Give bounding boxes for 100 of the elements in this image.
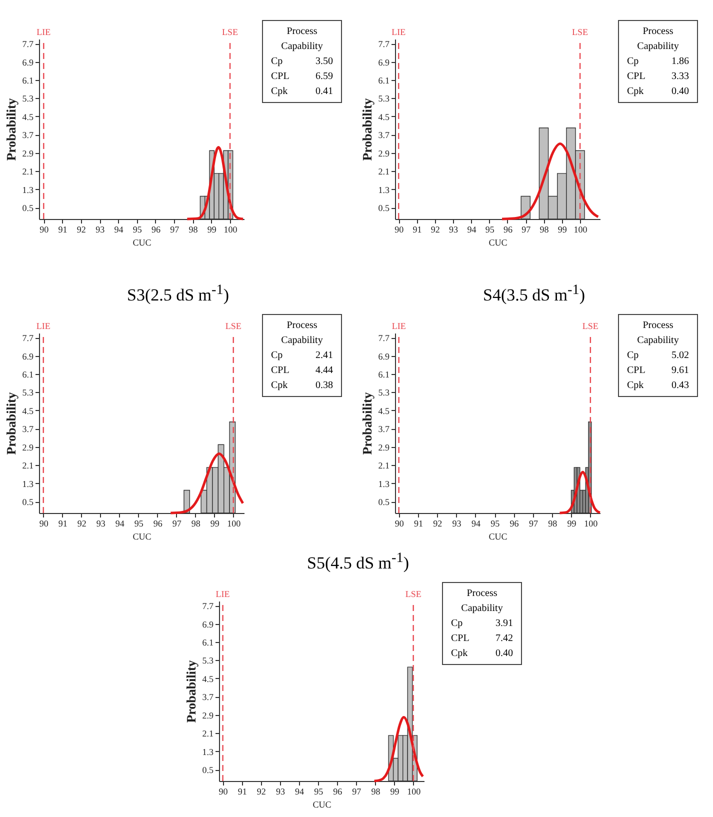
y-tick-label: 2.9: [22, 148, 34, 158]
y-tick-label: 2.9: [378, 148, 390, 158]
x-tick-label: 99: [207, 224, 217, 234]
x-axis-title: CUC: [132, 238, 152, 248]
y-tick-label: 2.9: [22, 442, 34, 452]
x-tick-label: 95: [134, 518, 144, 528]
line-series: [500, 142, 600, 220]
x-tick-label: 93: [452, 518, 462, 528]
x-tick-label: 96: [151, 224, 161, 234]
y-tick-label: 6.1: [378, 76, 390, 86]
y-axis-title: Probability: [359, 98, 374, 161]
x-tick-label: 95: [485, 224, 495, 234]
x-tick-label: 92: [76, 224, 86, 234]
x-tick-label: 91: [58, 224, 68, 234]
y-tick-label: 1.3: [22, 478, 34, 489]
x-tick-label: 92: [256, 786, 266, 796]
y-tick-label: 3.7: [22, 130, 34, 140]
x-tick-label: 90: [394, 224, 404, 234]
x-tick-label: 98: [540, 224, 550, 234]
info-box: Process Capability Cp 3.91 CPL 7.42 Cpk 0.40: [442, 582, 522, 665]
x-tick-label: 90: [40, 224, 50, 234]
x-tick-label: 91: [238, 786, 247, 796]
y-tick-label: 6.1: [22, 370, 34, 380]
x-tick-label: 99: [558, 224, 568, 234]
y-tick-label: 4.5: [378, 406, 390, 416]
y-tick-label: 2.1: [378, 460, 390, 471]
line-series: [373, 716, 424, 782]
ref-line-label: LSE: [582, 321, 599, 331]
x-tick-label: 93: [449, 224, 459, 234]
x-tick-label: 91: [412, 224, 422, 234]
y-tick-label: 7.7: [22, 39, 34, 50]
x-tick-label: 98: [548, 518, 558, 528]
y-tick-label: 0.5: [378, 497, 390, 508]
x-tick-label: 97: [528, 518, 538, 528]
x-tick-label: 97: [170, 224, 180, 234]
line-series: [169, 452, 244, 514]
y-axis-title: Probability: [183, 660, 198, 723]
x-tick-label: 91: [58, 518, 68, 528]
line-series: [186, 146, 244, 220]
y-axis-title: Probability: [359, 392, 374, 455]
y-tick-label: 6.9: [378, 57, 390, 68]
x-tick-label: 93: [276, 786, 286, 796]
x-tick-label: 98: [191, 518, 201, 528]
y-tick-label: 2.1: [22, 460, 34, 471]
y-tick-label: 0.5: [378, 203, 390, 214]
x-axis-title: CUC: [312, 800, 332, 810]
ref-line-label: LIE: [392, 27, 406, 37]
y-tick-label: 2.9: [202, 710, 214, 720]
x-tick-label: 100: [227, 518, 242, 528]
y-axis-title: Probability: [3, 98, 18, 161]
y-tick-label: 3.7: [378, 130, 390, 140]
x-tick-label: 99: [390, 786, 400, 796]
y-tick-label: 3.7: [202, 692, 214, 702]
x-tick-label: 90: [394, 518, 404, 528]
x-tick-label: 94: [295, 786, 305, 796]
y-tick-label: 1.3: [22, 184, 34, 195]
x-tick-label: 94: [115, 518, 125, 528]
y-tick-label: 0.5: [202, 765, 214, 776]
x-tick-label: 95: [490, 518, 500, 528]
y-tick-label: 6.1: [378, 370, 390, 380]
chart-title: S4(3.5 dS m$^{-1}$): [482, 281, 586, 307]
y-tick-label: 2.1: [378, 166, 390, 177]
y-tick-label: 5.3: [378, 388, 390, 398]
x-tick-label: 96: [503, 224, 513, 234]
x-tick-label: 96: [153, 518, 163, 528]
ref-line-label: LIE: [392, 321, 406, 331]
y-tick-label: 5.3: [378, 94, 390, 104]
y-tick-label: 6.9: [22, 57, 34, 68]
y-tick-label: 1.3: [378, 184, 390, 195]
y-tick-label: 3.7: [378, 424, 390, 434]
y-tick-label: 2.1: [202, 728, 214, 739]
y-tick-label: 6.9: [22, 351, 34, 362]
x-tick-label: 94: [471, 518, 481, 528]
x-tick-label: 99: [210, 518, 220, 528]
x-axis-title: CUC: [488, 238, 508, 248]
ref-line-label: LSE: [572, 27, 589, 37]
x-tick-label: 93: [96, 518, 106, 528]
x-tick-label: 100: [224, 224, 238, 234]
y-tick-label: 6.9: [202, 619, 214, 630]
x-tick-label: 100: [584, 518, 598, 528]
y-tick-label: 2.1: [22, 166, 34, 177]
ref-line-label: LIE: [216, 589, 230, 599]
ref-line-label: LIE: [36, 321, 51, 331]
x-tick-label: 98: [188, 224, 198, 234]
y-tick-label: 7.7: [378, 333, 390, 344]
x-tick-label: 100: [407, 786, 422, 796]
chart-title: S3(2.5 dS m$^{-1}$): [126, 281, 230, 307]
ref-line-label: LSE: [222, 27, 239, 37]
x-tick-label: 90: [39, 518, 49, 528]
y-tick-label: 7.7: [22, 333, 34, 344]
x-tick-label: 97: [522, 224, 532, 234]
y-axis-title: Probability: [3, 392, 18, 455]
x-tick-label: 95: [314, 786, 324, 796]
y-tick-label: 5.3: [202, 656, 214, 666]
chart-title: S5(4.5 dS m$^{-1}$): [306, 549, 410, 575]
info-box: Process Capability Cp 2.41 CPL 4.44 Cpk 0.38: [262, 314, 342, 397]
y-tick-label: 3.7: [22, 424, 34, 434]
y-tick-label: 1.3: [202, 746, 214, 757]
info-box: Process Capability Cp 1.86 CPL 3.33 Cpk 0.40: [618, 20, 698, 103]
y-tick-label: 6.1: [202, 638, 214, 648]
